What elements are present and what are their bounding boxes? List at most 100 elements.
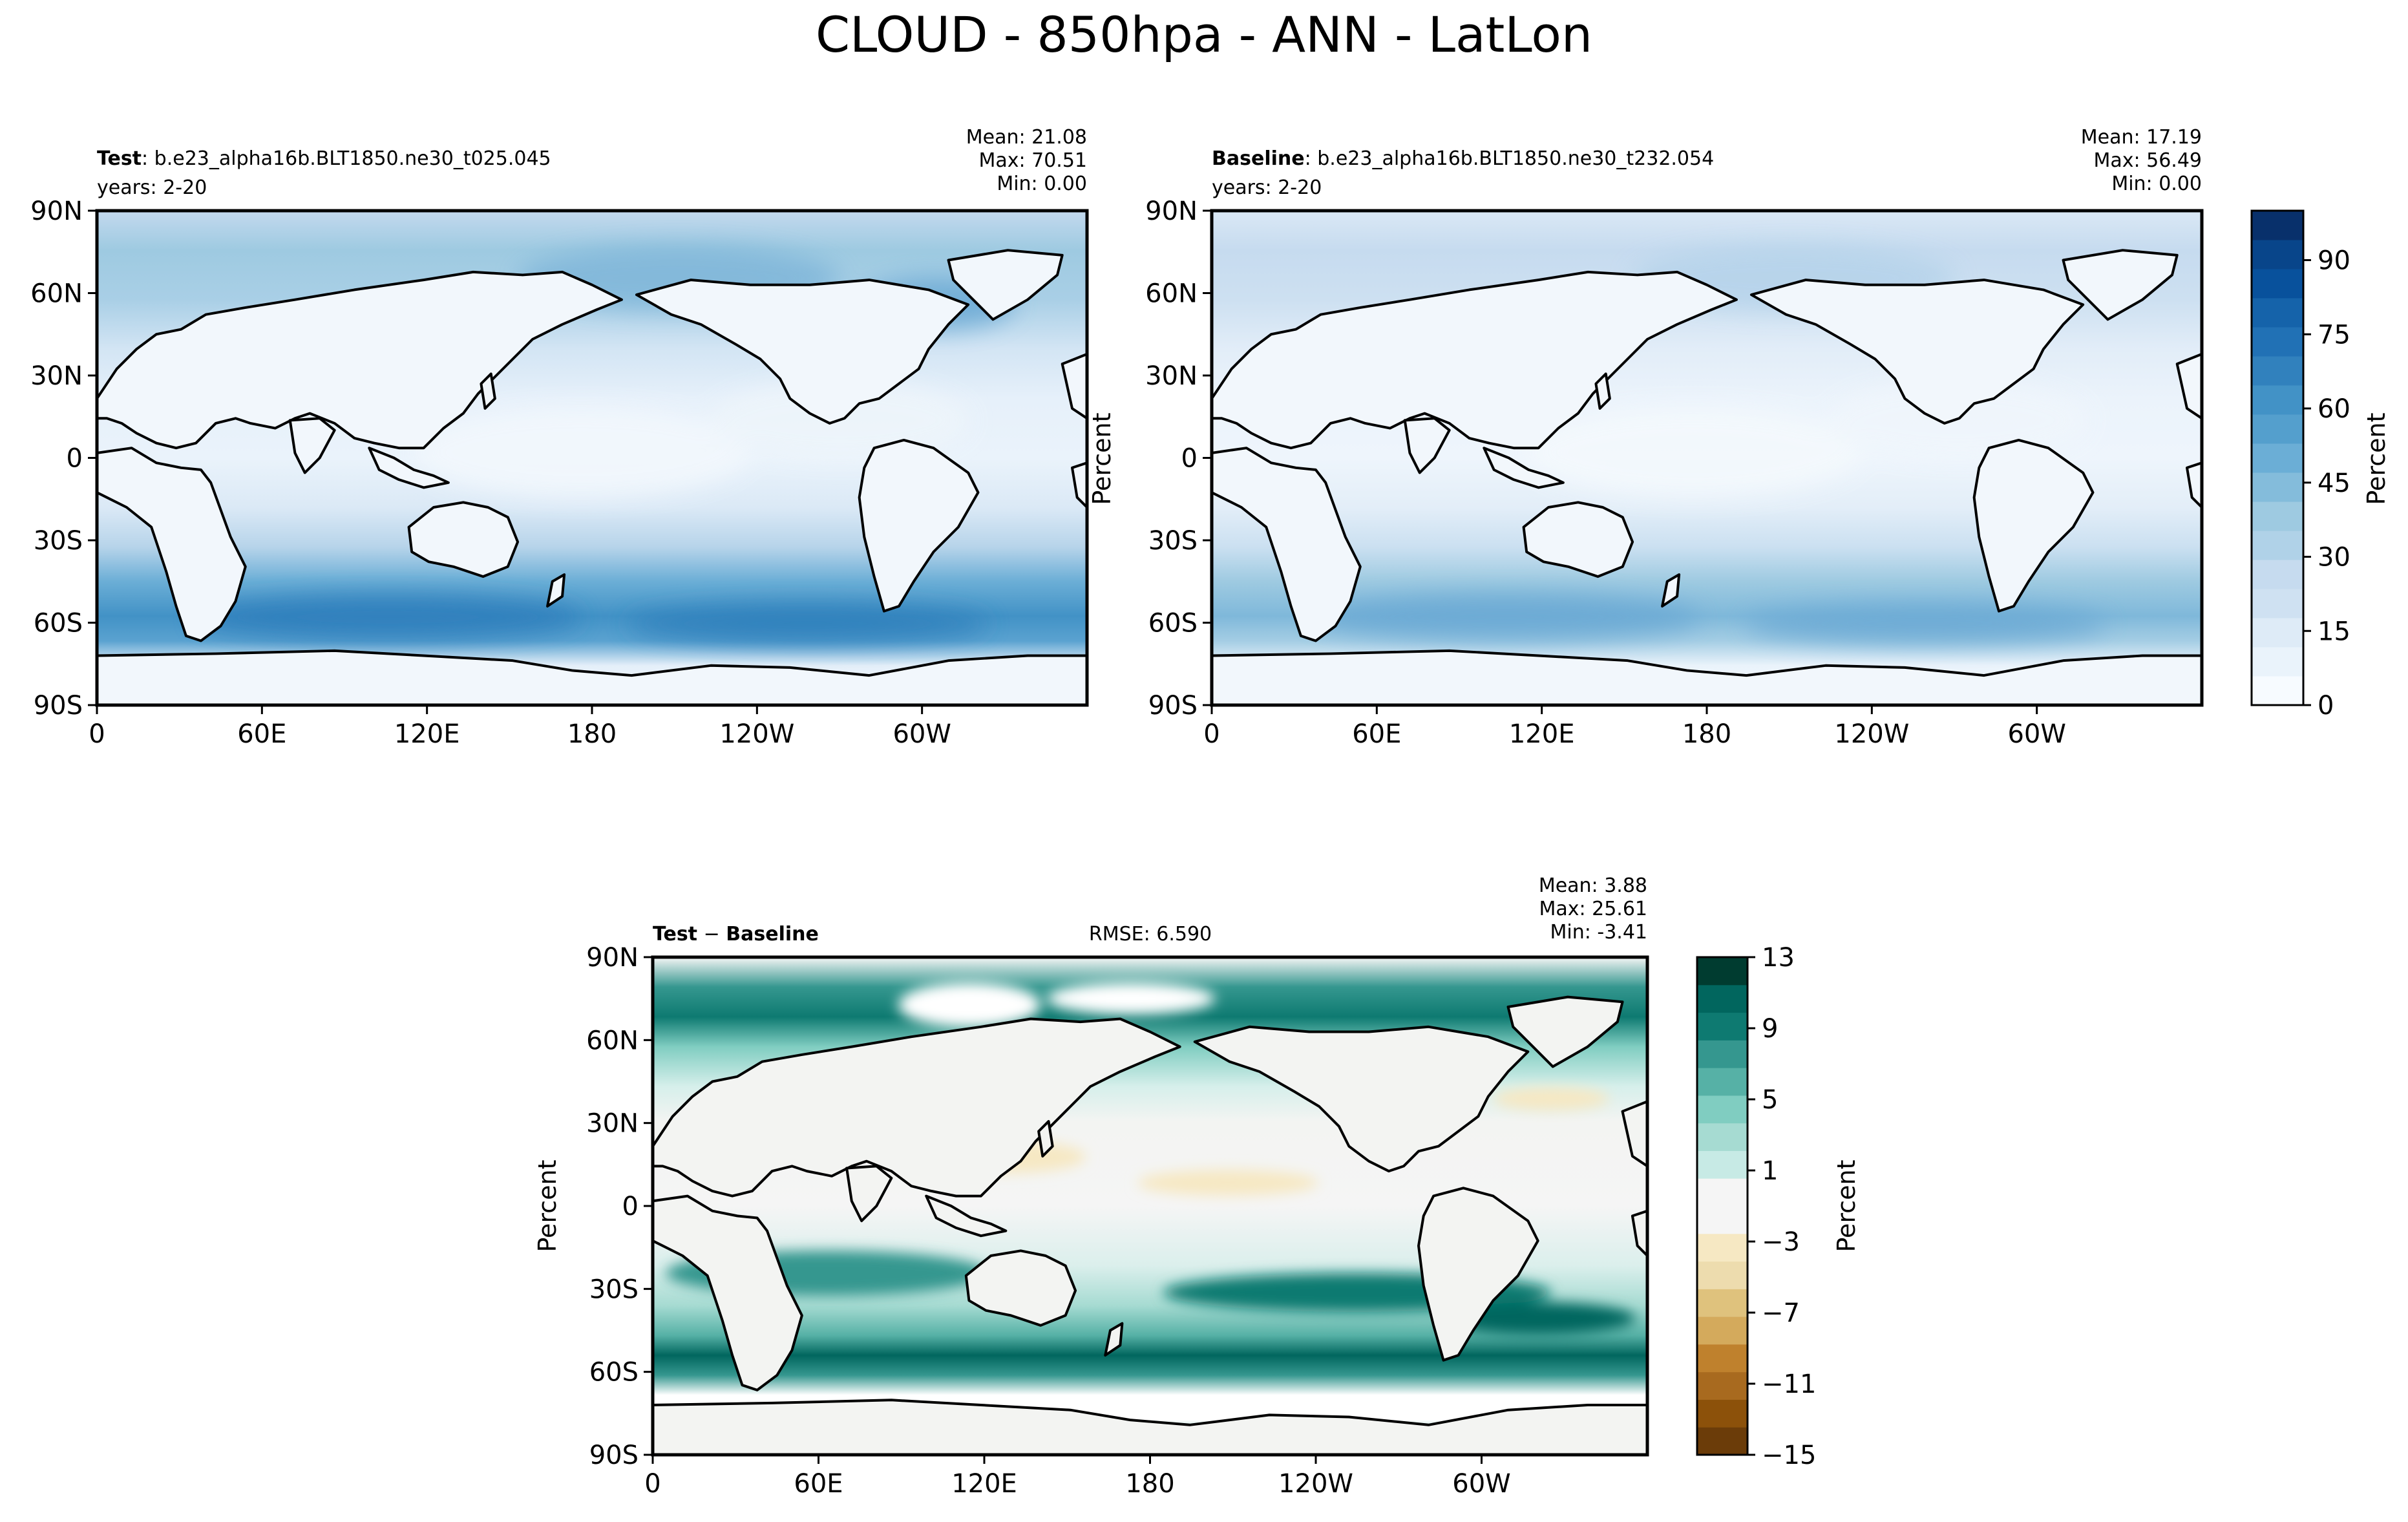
lat-tick-label: 30S	[589, 1274, 639, 1304]
lon-tick-label: 60E	[1352, 719, 1401, 749]
lat-tick-label: 90N	[586, 943, 639, 973]
diff-y-ticks: 90N 60N 30N 0 30S 60S 90S	[586, 943, 653, 1470]
colorbar-cell	[2252, 502, 2303, 531]
colorbar-tick-label: 45	[2318, 469, 2350, 498]
colorbar-diff-frame	[1696, 956, 1749, 1456]
diff-stat-min: Min: -3.41	[1550, 921, 1648, 944]
lat-tick-label: 0	[622, 1192, 639, 1221]
lat-tick-label: 30N	[30, 361, 83, 391]
baseline-stat-min: Min: 0.00	[2111, 173, 2202, 195]
colorbar-tick-label: 90	[2318, 246, 2350, 276]
lon-tick-label: 120E	[951, 1469, 1017, 1499]
colorbar-cell	[1697, 1068, 1748, 1096]
lon-tick-label: 0	[644, 1469, 660, 1499]
colorbar-cell	[1697, 1233, 1748, 1262]
test-y-ticks: 90N 60N 30N 0 30S 60S 90S	[30, 196, 97, 721]
svg-text:Test − Baseline: Test − Baseline	[653, 923, 819, 946]
figure-title: CLOUD - 850hpa - ANN - LatLon	[816, 6, 1592, 63]
lon-tick-label: 120E	[1509, 719, 1575, 749]
diff-stat-mean: Mean: 3.88	[1539, 874, 1647, 897]
lon-tick-label: 120W	[1278, 1469, 1353, 1499]
colorbar-cloud: 0 15 30 45 60 75 90 Percent	[2250, 209, 2391, 721]
colorbar-diff-label: Percent	[1832, 1160, 1861, 1252]
colorbar-cloud-frame	[2250, 209, 2305, 706]
colorbar-tick-label: −7	[1762, 1298, 1800, 1328]
colorbar-cell	[1697, 1261, 1748, 1289]
lat-tick-label: 0	[67, 444, 83, 474]
colorbar-cell	[1697, 957, 1748, 986]
lat-tick-label: 0	[1181, 444, 1198, 474]
colorbar-cell	[1697, 1123, 1748, 1151]
colorbar-tick-label: −3	[1762, 1227, 1800, 1257]
colorbar-cell	[2252, 618, 2303, 648]
colorbar-cell	[1697, 1012, 1748, 1041]
colorbar-tick-label: 0	[2318, 691, 2334, 721]
baseline-years: years: 2-20	[1212, 176, 1322, 199]
lat-tick-label: 60N	[30, 279, 83, 309]
colorbar-cell	[1697, 1040, 1748, 1068]
colorbar-cell	[2252, 327, 2303, 357]
colorbar-cell	[1697, 1289, 1748, 1317]
colorbar-cell	[1697, 1206, 1748, 1234]
colorbar-tick-label: 9	[1762, 1014, 1778, 1044]
baseline-stat-mean: Mean: 17.19	[2081, 126, 2202, 149]
lon-tick-label: 180	[1125, 1469, 1174, 1499]
diff-x-ticks: 0 60E 120E 180 120W 60W	[644, 1455, 1511, 1499]
lon-tick-label: 60W	[2007, 719, 2065, 749]
lat-tick-label: 90S	[34, 691, 83, 721]
diff-label-baseline: Baseline	[726, 923, 819, 946]
lat-tick-label: 30N	[586, 1109, 639, 1139]
colorbar-cell	[1697, 1150, 1748, 1179]
colorbar-cell	[2252, 443, 2303, 473]
test-label-bold: Test	[97, 147, 142, 170]
lon-tick-label: 60E	[794, 1469, 843, 1499]
colorbar-cell	[2252, 269, 2303, 299]
colorbar-cell	[1697, 984, 1748, 1013]
lat-tick-label: 60S	[34, 609, 83, 639]
lat-tick-label: 30N	[1145, 361, 1198, 391]
diff-label-test: Test	[653, 923, 697, 946]
colorbar-cell	[1697, 1427, 1748, 1455]
lon-tick-label: 120E	[394, 719, 460, 749]
lat-tick-label: 60N	[1145, 279, 1198, 309]
colorbar-cell	[2252, 531, 2303, 560]
colorbar-cell	[1697, 1399, 1748, 1428]
colorbar-cell	[2252, 589, 2303, 618]
panel-test: Test: b.e23_alpha16b.BLT1850.ne30_t025.0…	[30, 126, 1089, 749]
lat-tick-label: 90N	[1145, 196, 1198, 226]
svg-text:Test: b.e23_alpha16b.BLT1850.n: Test: b.e23_alpha16b.BLT1850.ne30_t025.0…	[97, 147, 551, 170]
colorbar-cloud-label: Percent	[2362, 413, 2391, 505]
baseline-ylabel: Percent	[1088, 413, 1116, 505]
svg-text:Baseline: b.e23_alpha16b.BLT18: Baseline: b.e23_alpha16b.BLT1850.ne30_t2…	[1212, 147, 1714, 170]
lon-tick-label: 120W	[719, 719, 794, 749]
colorbar-cell	[1697, 1371, 1748, 1400]
lon-tick-label: 180	[567, 719, 617, 749]
lon-tick-label: 0	[89, 719, 105, 749]
lat-tick-label: 60S	[589, 1358, 639, 1388]
test-label-text: : b.e23_alpha16b.BLT1850.ne30_t025.045	[142, 147, 551, 170]
test-stat-mean: Mean: 21.08	[966, 126, 1087, 149]
colorbar-cell	[2252, 647, 2303, 677]
diff-ylabel: Percent	[533, 1160, 562, 1252]
colorbar-diff: −15 −11 −7 −3 1 5 9 13 Percent	[1696, 943, 1861, 1470]
panel-diff: Test − Baseline RMSE: 6.590 Mean: 3.88 M…	[533, 874, 1649, 1499]
colorbar-cell	[2252, 356, 2303, 386]
colorbar-tick-label: 5	[1762, 1085, 1778, 1115]
panel-baseline: Baseline: b.e23_alpha16b.BLT1850.ne30_t2…	[1088, 126, 2204, 749]
test-stat-min: Min: 0.00	[997, 173, 1087, 195]
baseline-y-ticks: 90N 60N 30N 0 30S 60S 90S	[1145, 196, 1212, 721]
colorbar-cell	[1697, 1344, 1748, 1373]
baseline-x-ticks: 0 60E 120E 180 120W 60W	[1203, 705, 2066, 749]
baseline-label-bold: Baseline	[1212, 147, 1305, 170]
baseline-stat-max: Max: 56.49	[2093, 149, 2202, 172]
lon-tick-label: 120W	[1834, 719, 1909, 749]
colorbar-cell	[2252, 472, 2303, 502]
colorbar-tick-label: 30	[2318, 543, 2350, 573]
test-stat-max: Max: 70.51	[978, 149, 1087, 172]
colorbar-cell	[2252, 385, 2303, 415]
lat-tick-label: 30S	[34, 526, 83, 556]
colorbar-cell	[1697, 1178, 1748, 1207]
lon-tick-label: 60E	[237, 719, 286, 749]
colorbar-tick-label: 60	[2318, 394, 2350, 424]
colorbar-cell	[1697, 1095, 1748, 1124]
